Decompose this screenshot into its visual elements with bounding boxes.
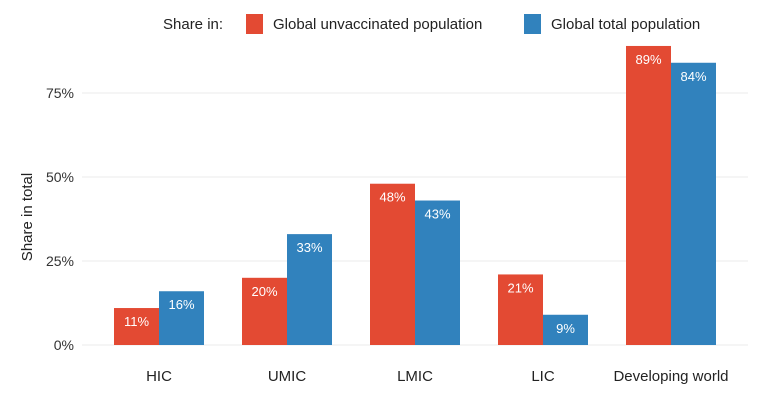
bar	[114, 308, 159, 345]
bar	[370, 183, 415, 345]
bar-labels: 11% 16% 20% 33% 48% 43% 21% 9% 89% 84%	[124, 52, 707, 336]
data-label: 16%	[168, 297, 194, 312]
bar	[287, 234, 332, 345]
data-label: 48%	[379, 190, 405, 205]
x-tick-label: UMIC	[268, 368, 306, 385]
x-axis-categories: HIC UMIC LMIC LIC Developing world	[146, 368, 728, 385]
y-tick-label: 50%	[46, 169, 74, 185]
bar	[415, 200, 460, 345]
bar	[671, 62, 716, 345]
data-label: 33%	[296, 240, 322, 255]
y-tick-label: 75%	[46, 85, 74, 101]
data-label: 89%	[635, 52, 661, 67]
data-label: 43%	[424, 207, 450, 222]
data-label: 20%	[251, 284, 277, 299]
bar	[498, 274, 543, 345]
bars	[114, 45, 716, 346]
legend-title: Share in:	[163, 16, 223, 33]
data-label: 11%	[124, 314, 149, 329]
data-label: 21%	[507, 280, 533, 295]
y-tick-label: 25%	[46, 253, 74, 269]
y-tick-label: 0%	[54, 337, 74, 353]
x-tick-label: Developing world	[613, 368, 728, 385]
legend-swatch-total	[524, 14, 541, 34]
bar	[159, 291, 204, 345]
legend-label-unvaccinated: Global unvaccinated population	[273, 16, 482, 33]
bar	[626, 45, 671, 346]
x-tick-label: LMIC	[397, 368, 433, 385]
y-axis-ticks: 0% 25% 50% 75%	[46, 85, 74, 353]
legend-swatch-unvaccinated	[246, 14, 263, 34]
y-axis-title: Share in total	[19, 173, 36, 261]
data-label: 84%	[680, 69, 706, 84]
data-label: 9%	[556, 321, 575, 336]
x-tick-label: HIC	[146, 368, 172, 385]
legend: Share in: Global unvaccinated population…	[163, 14, 700, 34]
x-tick-label: LIC	[531, 368, 555, 385]
bar	[242, 277, 287, 345]
legend-label-total: Global total population	[551, 16, 700, 33]
bar	[543, 314, 588, 345]
